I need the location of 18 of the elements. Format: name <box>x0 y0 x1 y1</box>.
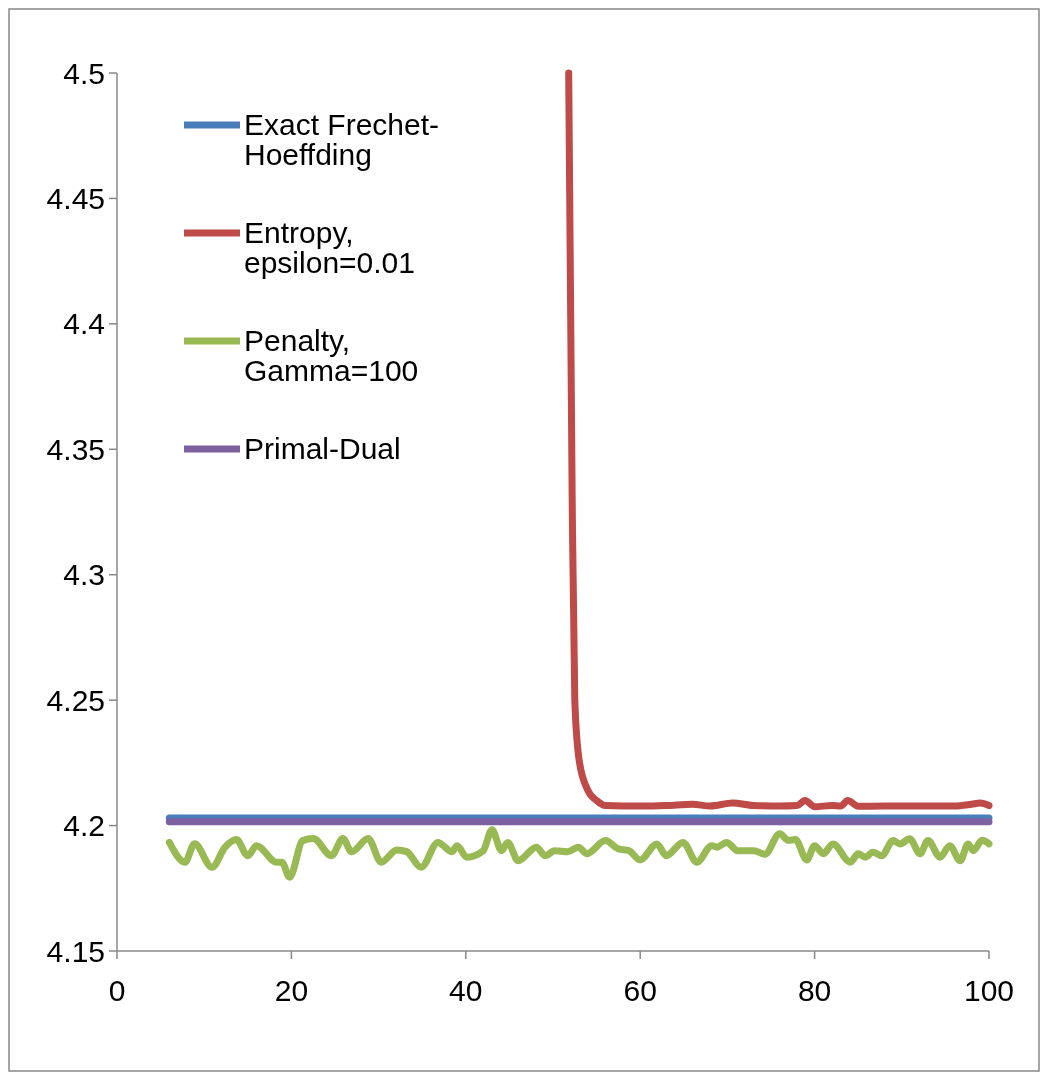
legend-label: Entropy, epsilon=0.01 <box>244 216 415 279</box>
x-tick-label: 100 <box>963 974 1015 1007</box>
x-tick-label: 80 <box>797 974 832 1007</box>
y-tick-label: 4.15 <box>46 934 105 968</box>
y-tick-label: 4.45 <box>46 181 105 215</box>
y-tick-label: 4.3 <box>63 558 105 592</box>
legend-label: Primal-Dual <box>244 432 401 465</box>
y-tick-label: 4.4 <box>63 307 105 341</box>
y-tick-label: 4.5 <box>63 56 105 90</box>
x-tick-label: 40 <box>449 974 483 1007</box>
x-tick-label: 60 <box>623 974 657 1007</box>
y-tick-label: 4.2 <box>63 809 105 843</box>
legend-label: Penalty, Gamma=100 <box>244 324 419 387</box>
legend-label: Exact Frechet-Hoeffding <box>244 108 440 171</box>
x-tick-label: 0 <box>108 974 126 1007</box>
x-tick-label: 20 <box>274 974 309 1007</box>
y-tick-label: 4.25 <box>46 683 105 717</box>
y-tick-label: 4.35 <box>46 432 105 466</box>
